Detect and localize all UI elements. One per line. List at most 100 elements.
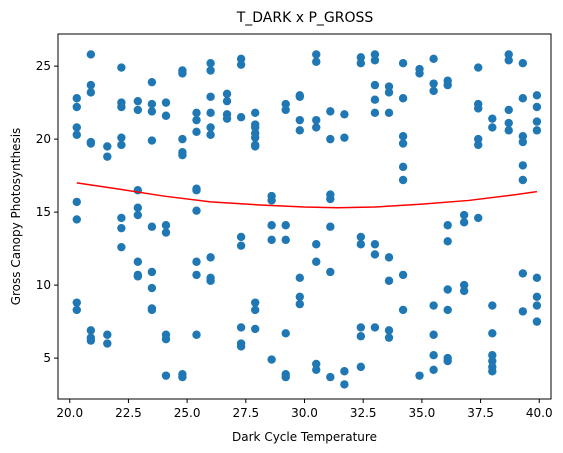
data-point [222, 96, 232, 106]
data-point [370, 80, 380, 90]
data-point [147, 99, 157, 109]
data-point [443, 305, 452, 315]
data-point [86, 50, 96, 59]
trend-line [76, 182, 538, 209]
data-point [356, 53, 366, 62]
data-point [72, 197, 81, 207]
data-point [429, 301, 438, 310]
data-point [504, 126, 513, 135]
y-axis-ticks: 5 10 15 20 25 [36, 59, 58, 365]
data-point [459, 280, 469, 290]
data-point [178, 372, 187, 382]
data-point [518, 137, 528, 147]
data-point [398, 139, 408, 148]
data-point [103, 339, 112, 348]
data-point [459, 210, 469, 220]
data-point [206, 123, 215, 132]
data-point [192, 127, 201, 137]
data-point [72, 123, 81, 132]
data-point [206, 66, 215, 75]
data-point [459, 218, 469, 227]
data-point [429, 330, 438, 339]
y-tick-label: 5 [43, 351, 51, 365]
data-point [86, 336, 96, 345]
data-point [147, 283, 157, 293]
data-point [147, 136, 157, 145]
data-point [370, 50, 380, 59]
data-point [326, 194, 335, 204]
data-point [398, 162, 408, 172]
data-point [340, 133, 349, 142]
data-point [398, 175, 408, 185]
data-point [72, 305, 81, 315]
data-point [133, 257, 143, 266]
x-axis-ticks: 20.0 22.5 25.0 27.5 30.0 32.5 35.0 37.5 40.0 [56, 399, 553, 420]
data-point [504, 105, 513, 115]
data-point [488, 329, 497, 338]
x-axis-label: Dark Cycle Temperature [232, 430, 377, 444]
data-point [206, 59, 215, 68]
data-point [356, 240, 366, 249]
x-tick-label: 20.0 [56, 406, 83, 420]
data-point [222, 89, 232, 99]
data-point [206, 130, 215, 139]
data-point [117, 242, 126, 252]
data-point [384, 88, 394, 97]
data-point [326, 134, 335, 144]
data-point [398, 305, 408, 315]
data-point [117, 140, 126, 150]
data-point [384, 333, 394, 342]
data-point [443, 285, 452, 294]
data-point [161, 334, 171, 344]
data-point [251, 133, 260, 142]
data-point [267, 221, 276, 230]
data-point [429, 351, 438, 360]
data-point [532, 292, 542, 301]
data-point [281, 372, 290, 382]
data-point [72, 94, 81, 103]
data-point [295, 115, 304, 125]
data-point [178, 150, 187, 160]
x-tick-label: 37.5 [467, 406, 494, 420]
data-point [532, 301, 542, 310]
data-point [474, 213, 483, 223]
data-point [72, 130, 81, 139]
data-point [251, 108, 260, 118]
data-point [133, 210, 143, 220]
x-tick-label: 32.5 [350, 406, 377, 420]
data-point [267, 355, 276, 364]
chart-title: T_DARK x P_GROSS [236, 10, 374, 26]
data-point [398, 94, 408, 103]
data-point [236, 113, 246, 122]
data-point [370, 108, 380, 118]
data-point [532, 317, 542, 326]
data-point [161, 98, 171, 107]
data-point [192, 108, 201, 118]
data-point [443, 80, 452, 90]
data-point [103, 330, 112, 339]
data-point [133, 105, 143, 115]
data-point [340, 380, 349, 389]
data-point [488, 351, 497, 360]
data-point [429, 86, 438, 96]
data-point [236, 241, 246, 250]
data-point [340, 110, 349, 119]
x-tick-label: 22.5 [115, 406, 142, 420]
data-point [443, 237, 452, 246]
data-point [474, 140, 483, 150]
data-point [474, 63, 483, 72]
data-point [384, 326, 394, 335]
data-point [429, 79, 438, 88]
data-point [281, 221, 290, 230]
data-point [103, 152, 112, 161]
data-point [312, 359, 321, 369]
data-point [117, 133, 126, 142]
data-point [370, 240, 380, 249]
data-point [532, 117, 542, 126]
data-point [251, 298, 260, 307]
data-point [488, 356, 497, 366]
data-point [206, 108, 215, 118]
data-point [251, 123, 260, 132]
data-point [295, 292, 304, 301]
scatter-points [72, 50, 542, 389]
